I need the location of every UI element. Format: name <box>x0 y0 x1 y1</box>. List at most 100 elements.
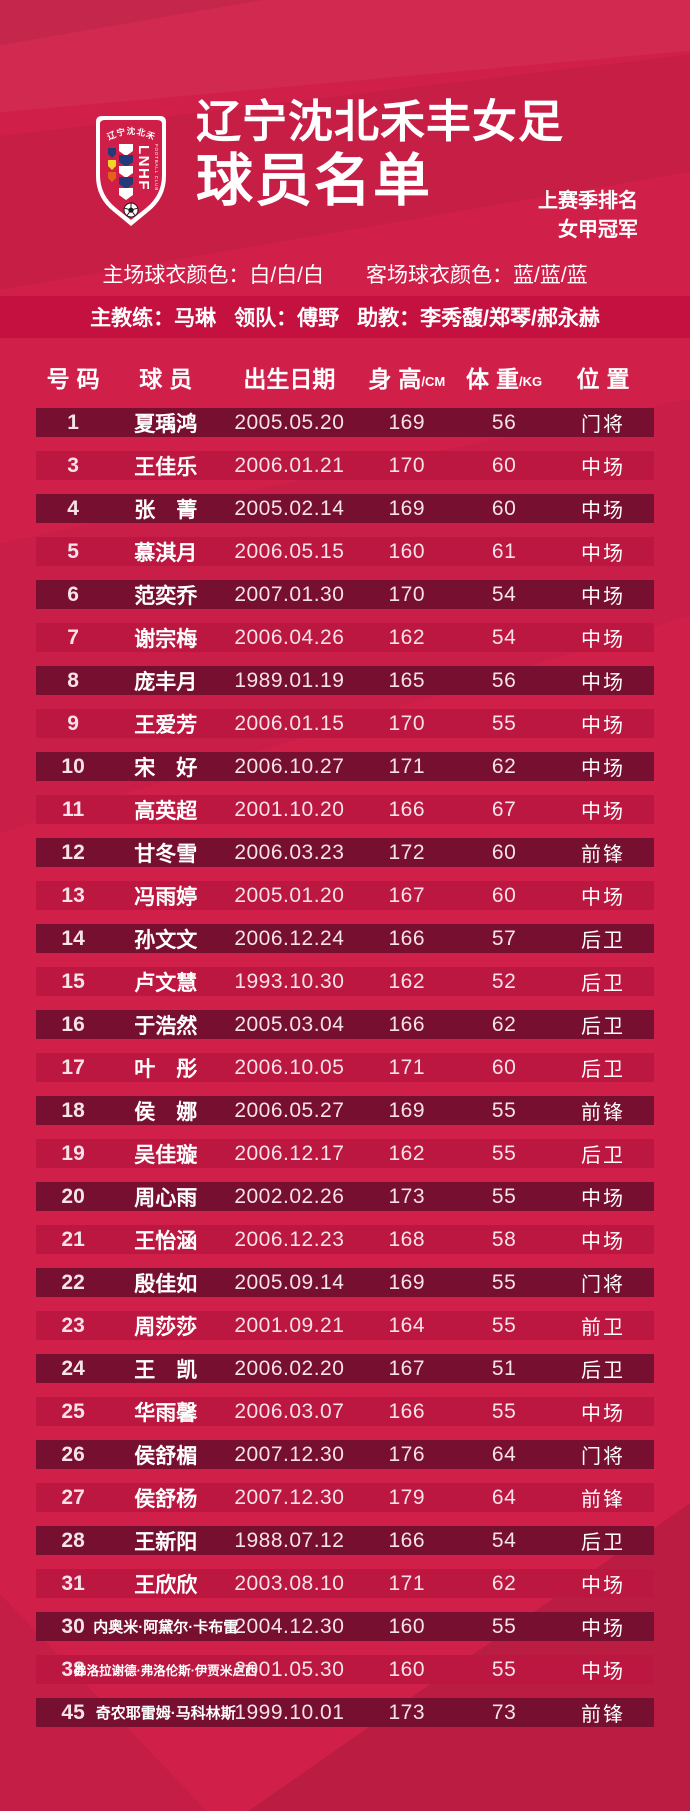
player-name: 王 凯 <box>134 1358 198 1382</box>
player-number: 3 <box>67 453 79 477</box>
page-title: 辽宁沈北禾丰女足 球员名单 <box>196 97 564 213</box>
player-birthdate: 2005.03.04 <box>234 1012 345 1036</box>
player-height: 166 <box>388 797 426 821</box>
player-birthdate: 2006.12.17 <box>234 1141 345 1165</box>
player-position: 中场 <box>580 1403 625 1425</box>
player-birthdate: 2004.12.30 <box>234 1614 345 1638</box>
table-row: 12 甘冬雪 2006.03.23 172 60 前锋 <box>36 838 654 867</box>
player-position: 前锋 <box>580 844 625 866</box>
player-weight: 55 <box>491 711 517 735</box>
player-name: 王新阳 <box>134 1530 198 1554</box>
player-weight: 55 <box>491 1657 517 1681</box>
player-number: 27 <box>61 1485 85 1509</box>
player-number: 13 <box>61 883 85 907</box>
player-weight: 62 <box>491 1571 517 1595</box>
team-leader: 领队：傅野 <box>234 307 340 330</box>
away-kit-label: 客场球衣颜色： <box>366 264 513 287</box>
table-row: 17 叶 彤 2006.10.05 171 60 后卫 <box>36 1053 654 1082</box>
player-birthdate: 1989.01.19 <box>234 668 345 692</box>
player-number: 12 <box>61 840 85 864</box>
player-number: 30 <box>61 1614 85 1638</box>
player-name: 华雨馨 <box>134 1401 198 1425</box>
player-name: 殷佳如 <box>134 1272 198 1296</box>
player-position: 中场 <box>580 457 625 479</box>
table-row: 38 弗洛拉谢德·弗洛伦斯·伊贾米卢西 2001.05.30 160 55 中场 <box>36 1655 654 1684</box>
player-weight: 55 <box>491 1270 517 1294</box>
player-birthdate: 2003.08.10 <box>234 1571 345 1595</box>
player-number: 8 <box>67 668 79 692</box>
player-position: 前锋 <box>580 1704 625 1726</box>
player-height: 169 <box>388 496 426 520</box>
player-position: 中场 <box>580 1618 625 1640</box>
player-number: 4 <box>67 496 79 520</box>
roster-title: 球员名单 <box>196 148 432 213</box>
player-height: 166 <box>388 1399 426 1423</box>
player-name: 弗洛拉谢德·弗洛伦斯·伊贾米卢西 <box>74 1664 258 1678</box>
weight-unit: /KG <box>519 373 543 389</box>
player-height: 160 <box>388 1657 426 1681</box>
player-number: 25 <box>61 1399 85 1423</box>
home-kit-value: 白/白/白 <box>249 264 324 287</box>
player-birthdate: 2005.02.14 <box>234 496 345 520</box>
table-header-row: 号码 球员 出生日期 身高/CM 体重/KG 位置 <box>36 354 654 400</box>
player-weight: 60 <box>491 453 517 477</box>
player-position: 门将 <box>580 414 625 436</box>
player-position: 后卫 <box>580 973 625 995</box>
player-weight: 57 <box>491 926 517 950</box>
head-coach: 主教练：马琳 <box>90 307 217 330</box>
player-number: 16 <box>61 1012 85 1036</box>
last-season-rank: 上赛季排名 女甲冠军 <box>538 187 638 245</box>
player-position: 中场 <box>580 801 625 823</box>
player-number: 6 <box>67 582 79 606</box>
player-weight: 55 <box>491 1399 517 1423</box>
player-birthdate: 1993.10.30 <box>234 969 345 993</box>
table-row: 15 卢文慧 1993.10.30 162 52 后卫 <box>36 967 654 996</box>
player-position: 中场 <box>580 586 625 608</box>
player-name: 孙文文 <box>134 928 198 952</box>
player-number: 26 <box>61 1442 85 1466</box>
table-row: 5 慕淇月 2006.05.15 160 61 中场 <box>36 537 654 566</box>
player-birthdate: 2005.05.20 <box>234 410 345 434</box>
player-weight: 62 <box>491 754 517 778</box>
player-weight: 55 <box>491 1313 517 1337</box>
table-row: 31 王欣欣 2003.08.10 171 62 中场 <box>36 1569 654 1598</box>
player-weight: 61 <box>491 539 517 563</box>
player-weight: 54 <box>491 582 517 606</box>
player-number: 24 <box>61 1356 85 1380</box>
player-name: 卢文慧 <box>134 971 198 995</box>
player-weight: 73 <box>491 1700 517 1724</box>
player-number: 7 <box>67 625 79 649</box>
player-birthdate: 2001.09.21 <box>234 1313 345 1337</box>
table-row: 6 范奕乔 2007.01.30 170 54 中场 <box>36 580 654 609</box>
football-icon <box>123 202 139 218</box>
player-name: 侯舒杨 <box>134 1487 198 1511</box>
player-weight: 52 <box>491 969 517 993</box>
table-row: 21 王怡涵 2006.12.23 168 58 中场 <box>36 1225 654 1254</box>
player-birthdate: 2006.02.20 <box>234 1356 345 1380</box>
table-row: 26 侯舒楣 2007.12.30 176 64 门将 <box>36 1440 654 1469</box>
player-name: 张 菁 <box>134 498 198 522</box>
table-row: 11 高英超 2001.10.20 166 67 中场 <box>36 795 654 824</box>
player-position: 中场 <box>580 500 625 522</box>
table-row: 16 于浩然 2005.03.04 166 62 后卫 <box>36 1010 654 1039</box>
player-birthdate: 2006.04.26 <box>234 625 345 649</box>
player-number: 38 <box>61 1657 85 1681</box>
player-position: 中场 <box>580 1661 625 1683</box>
player-height: 170 <box>388 711 426 735</box>
kit-colors-line: 主场球衣颜色：白/白/白 客场球衣颜色：蓝/蓝/蓝 <box>0 259 690 289</box>
player-height: 173 <box>388 1700 426 1724</box>
player-height: 169 <box>388 1098 426 1122</box>
table-row: 18 侯 娜 2006.05.27 169 55 前锋 <box>36 1096 654 1125</box>
column-header-height: 身高/CM <box>368 366 446 392</box>
player-name: 周心雨 <box>134 1186 198 1210</box>
player-name: 王怡涵 <box>134 1229 198 1253</box>
table-row: 19 吴佳璇 2006.12.17 162 55 后卫 <box>36 1139 654 1168</box>
player-number: 18 <box>61 1098 85 1122</box>
player-name: 范奕乔 <box>134 584 198 608</box>
player-number: 5 <box>67 539 79 563</box>
player-birthdate: 2006.03.07 <box>234 1399 345 1423</box>
player-birthdate: 2001.05.30 <box>234 1657 345 1681</box>
table-row: 25 华雨馨 2006.03.07 166 55 中场 <box>36 1397 654 1426</box>
table-row: 30 内奥米·阿黛尔·卡布雷 2004.12.30 160 55 中场 <box>36 1612 654 1641</box>
